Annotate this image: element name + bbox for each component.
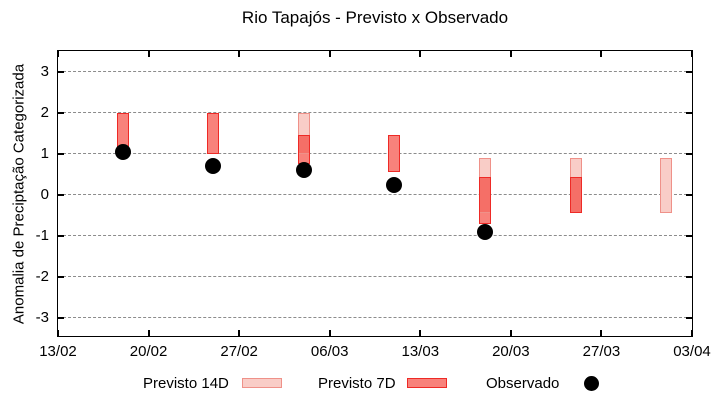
x-tick-mark-top xyxy=(57,51,59,57)
y-tick-mark-right xyxy=(686,275,692,278)
y-tick-mark-left xyxy=(58,193,64,196)
x-tick-mark-top xyxy=(328,51,331,57)
x-tick-label: 13/03 xyxy=(401,343,440,360)
y-tick-label: 1 xyxy=(40,144,49,162)
forecast-bar-7d-outline xyxy=(297,135,310,165)
x-tick-label: 27/03 xyxy=(582,343,621,360)
chart-title: Rio Tapajós - Previsto x Observado xyxy=(241,8,509,27)
y-tick-mark-right xyxy=(686,111,692,114)
x-tick-mark-bottom xyxy=(328,330,331,336)
legend-label-previsto-14d: Previsto 14D xyxy=(143,375,229,392)
forecast-14d-segment xyxy=(297,112,310,136)
observed-dot xyxy=(386,176,403,193)
x-tick-label: 13/02 xyxy=(39,343,77,360)
observed-dot xyxy=(295,162,312,179)
x-tick-mark-top xyxy=(238,51,241,57)
forecast-14d-segment xyxy=(478,158,491,178)
x-tick-mark-bottom xyxy=(419,330,422,336)
x-tick-mark-bottom xyxy=(600,330,603,336)
y-tick-label: 3 xyxy=(40,62,49,80)
gridline xyxy=(58,194,692,196)
y-tick-mark-left xyxy=(58,70,64,73)
x-tick-label: 20/03 xyxy=(492,343,530,360)
x-tick-mark-top xyxy=(147,51,150,57)
gridline xyxy=(58,71,692,73)
x-tick-mark-top xyxy=(600,51,603,57)
x-tick-mark-bottom xyxy=(57,330,59,336)
y-tick-label: -2 xyxy=(35,267,49,285)
x-tick-mark-top xyxy=(509,51,512,57)
x-tick-mark-bottom xyxy=(509,330,512,336)
x-tick-label: 20/02 xyxy=(129,343,168,360)
forecast-bar-7d-outline xyxy=(569,177,582,214)
y-tick-mark-right xyxy=(686,70,692,73)
x-tick-mark-bottom xyxy=(691,330,693,336)
forecast-7d-segment xyxy=(207,112,220,154)
legend-dot-observado xyxy=(584,376,599,391)
forecast-bar-14d-outline xyxy=(297,112,310,154)
y-tick-mark-left xyxy=(58,275,64,278)
observed-dot xyxy=(205,158,222,175)
forecast-bar-14d-outline xyxy=(660,158,673,214)
forecast-bar-7d-outline xyxy=(388,135,401,173)
y-tick-mark-right xyxy=(686,316,692,319)
forecast-overlap-segment xyxy=(297,135,310,154)
gridline xyxy=(58,153,692,155)
forecast-overlap-segment xyxy=(478,177,491,213)
x-tick-mark-bottom xyxy=(147,330,150,336)
gridline xyxy=(58,276,692,278)
plot-area xyxy=(57,50,693,337)
observed-dot xyxy=(476,223,493,240)
forecast-7d-segment xyxy=(388,135,401,173)
forecast-14d-segment xyxy=(660,158,673,214)
forecast-7d-segment xyxy=(297,153,310,165)
y-tick-label: 2 xyxy=(40,103,49,121)
y-tick-mark-right xyxy=(686,234,692,237)
x-tick-label: 03/04 xyxy=(673,343,711,360)
y-tick-mark-left xyxy=(58,316,64,319)
x-tick-mark-bottom xyxy=(238,330,241,336)
legend-swatch-previsto-14d xyxy=(242,378,282,388)
gridline xyxy=(58,112,692,114)
legend-label-observado: Observado xyxy=(486,375,560,392)
forecast-overlap-segment xyxy=(569,177,582,214)
forecast-bar-7d-outline xyxy=(478,177,491,224)
y-tick-mark-right xyxy=(686,152,692,155)
y-tick-mark-left xyxy=(58,111,64,114)
x-tick-mark-top xyxy=(419,51,422,57)
legend-swatch-previsto-7d xyxy=(407,378,447,388)
forecast-7d-segment xyxy=(116,112,129,154)
x-tick-label: 06/03 xyxy=(310,343,349,360)
gridline xyxy=(58,235,692,237)
y-tick-mark-left xyxy=(58,152,64,155)
legend-label-previsto-7d: Previsto 7D xyxy=(318,375,396,392)
y-tick-label: -3 xyxy=(35,308,49,326)
y-tick-label: 0 xyxy=(40,185,49,203)
forecast-bar-7d-outline xyxy=(207,112,220,154)
forecast-7d-segment xyxy=(478,212,491,224)
x-tick-label: 27/02 xyxy=(220,343,258,360)
y-tick-mark-left xyxy=(58,234,64,237)
y-tick-mark-right xyxy=(686,193,692,196)
gridline xyxy=(58,317,692,319)
observed-dot xyxy=(114,143,131,160)
forecast-14d-segment xyxy=(569,158,582,178)
y-tick-label: -1 xyxy=(35,226,49,244)
x-tick-mark-top xyxy=(691,51,693,57)
